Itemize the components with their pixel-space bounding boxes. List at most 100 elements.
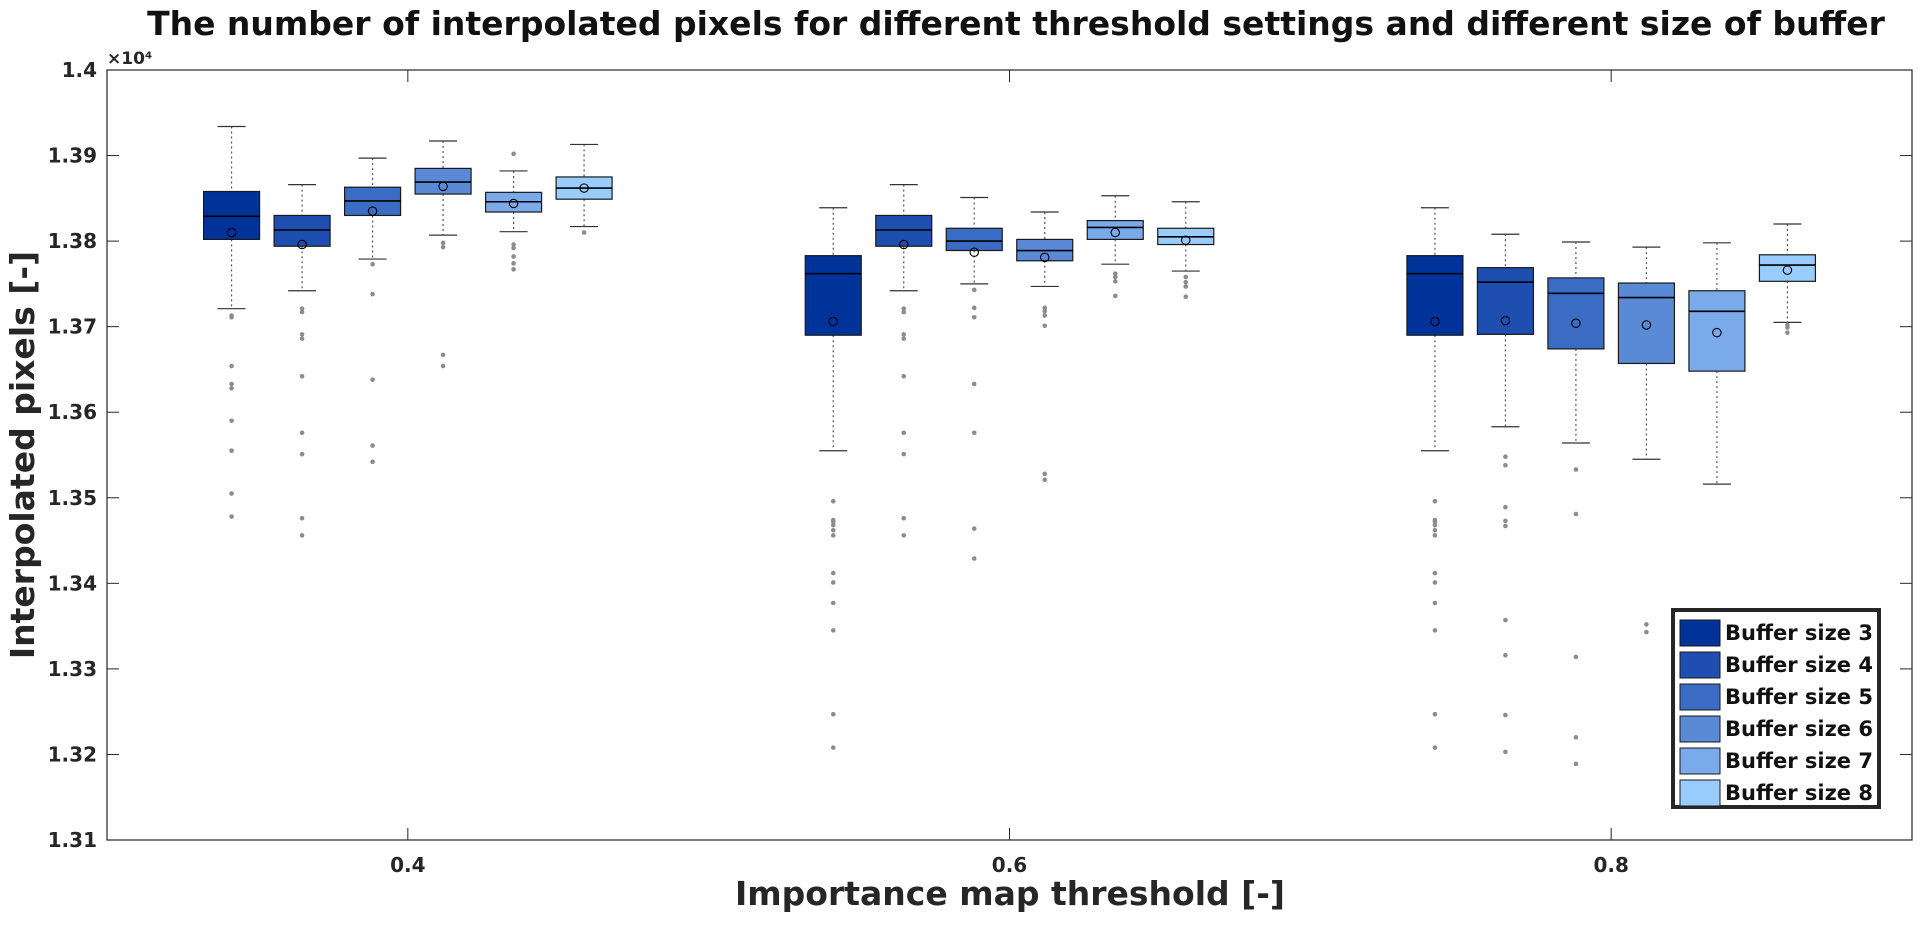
box-group [1406, 207, 1464, 750]
mean-marker [1181, 235, 1191, 246]
legend-swatch [1679, 651, 1721, 679]
outlier-point [511, 254, 516, 259]
outlier-point [1042, 323, 1048, 329]
outlier-point [901, 332, 907, 337]
x-tick-label: 0.8 [1593, 853, 1628, 877]
outlier-point [1644, 622, 1649, 627]
box-group [875, 184, 933, 538]
box-group [1758, 223, 1817, 335]
outlier-point [299, 309, 305, 315]
legend-label: Buffer size 3 [1725, 621, 1873, 645]
outlier-point [901, 451, 907, 457]
box-groups [202, 125, 1817, 767]
outlier-point [1183, 284, 1189, 289]
mean-marker [898, 239, 909, 250]
outlier-point [830, 498, 836, 504]
mean-marker [297, 239, 307, 250]
outlier-point [1432, 711, 1438, 717]
outlier-point [299, 336, 305, 341]
box-group [484, 151, 543, 272]
outlier-point [511, 242, 516, 247]
legend-swatch [1679, 747, 1721, 775]
outlier-point [1785, 330, 1790, 335]
outlier-point [830, 527, 836, 533]
outlier-point [1432, 522, 1438, 528]
outlier-point [370, 459, 375, 465]
outlier-point [1432, 600, 1438, 606]
outlier-point [901, 533, 907, 538]
x-tick-label: 0.6 [992, 853, 1027, 877]
box-group [1157, 201, 1215, 300]
outlier-point [830, 628, 836, 633]
outlier-point [1573, 511, 1579, 517]
outlier-point [1042, 313, 1048, 318]
mean-marker [1712, 327, 1722, 338]
legend-item: Buffer size 6 [1679, 715, 1873, 743]
y-tick-label: 1.32 [48, 742, 97, 766]
outlier-point [901, 373, 907, 379]
outlier-point [1183, 294, 1189, 300]
outlier-point [830, 570, 836, 576]
outlier-point [1432, 498, 1438, 504]
outlier-point [229, 514, 234, 519]
outlier-point [299, 373, 305, 379]
outlier-point [971, 314, 977, 320]
mean-marker [579, 183, 589, 193]
x-axis: 0.4 0.6 0.8 [390, 70, 1629, 877]
outlier-point [830, 533, 836, 538]
iqr-box [1617, 282, 1676, 365]
legend-item: Buffer size 8 [1679, 779, 1873, 807]
outlier-point [1503, 462, 1508, 468]
outlier-point [971, 526, 977, 531]
outlier-point [1503, 749, 1508, 755]
legend-item: Buffer size 7 [1679, 747, 1873, 775]
outlier-point [1432, 745, 1438, 750]
legend-label: Buffer size 5 [1725, 685, 1873, 709]
outlier-point [299, 430, 305, 436]
outlier-point [1432, 570, 1438, 576]
outlier-point [370, 291, 375, 297]
plot-area [106, 69, 1913, 841]
box-group [804, 207, 862, 750]
mean-marker [1040, 252, 1050, 263]
box-group [273, 184, 331, 538]
outlier-point [1573, 735, 1579, 740]
iqr-box [1758, 254, 1817, 282]
outlier-point [901, 336, 907, 341]
legend-swatch [1679, 779, 1721, 807]
outlier-point [830, 745, 836, 750]
outlier-point [1432, 628, 1438, 633]
outlier-point [1432, 580, 1438, 585]
legend-swatch [1679, 715, 1721, 743]
iqr-box [945, 227, 1003, 252]
mean-marker [508, 198, 519, 209]
outlier-point [299, 451, 305, 457]
y-tick-label: 1.34 [48, 571, 97, 595]
outlier-point [299, 516, 305, 521]
legend-label: Buffer size 6 [1725, 717, 1873, 741]
outlier-point [901, 309, 907, 315]
outlier-point [1503, 454, 1508, 460]
outlier-point [229, 448, 234, 454]
outlier-point [1503, 617, 1508, 623]
outlier-point [1503, 712, 1508, 718]
iqr-box [804, 255, 862, 336]
outlier-point [299, 332, 305, 337]
legend-item: Buffer size 3 [1679, 619, 1873, 647]
outlier-point [229, 363, 234, 369]
outlier-point [971, 430, 977, 436]
outlier-point [229, 381, 234, 387]
mean-marker [1641, 320, 1652, 330]
y-tick-label: 1.35 [48, 486, 97, 510]
mean-marker [1500, 315, 1511, 326]
outlier-point [440, 352, 446, 358]
outlier-point [511, 151, 516, 157]
y-tick-label: 1.4 [62, 58, 97, 82]
outlier-point [1042, 305, 1048, 311]
box-group [1086, 195, 1144, 299]
y-axis-label: Interpolated pixels [-] [3, 251, 42, 659]
y-exponent-label: ×10⁴ [107, 49, 152, 69]
legend-item: Buffer size 5 [1679, 683, 1873, 711]
outlier-point [1503, 518, 1508, 524]
